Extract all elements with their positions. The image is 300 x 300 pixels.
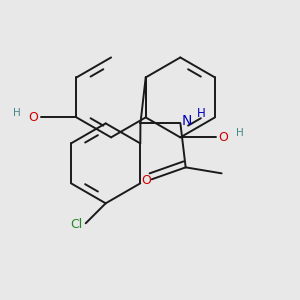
Text: Cl: Cl — [70, 218, 82, 231]
Text: O: O — [141, 174, 151, 187]
Text: O: O — [28, 111, 38, 124]
Text: N: N — [182, 114, 192, 128]
Text: H: H — [13, 108, 20, 118]
Text: H: H — [197, 107, 206, 120]
Text: H: H — [236, 128, 244, 138]
Text: O: O — [218, 131, 228, 144]
